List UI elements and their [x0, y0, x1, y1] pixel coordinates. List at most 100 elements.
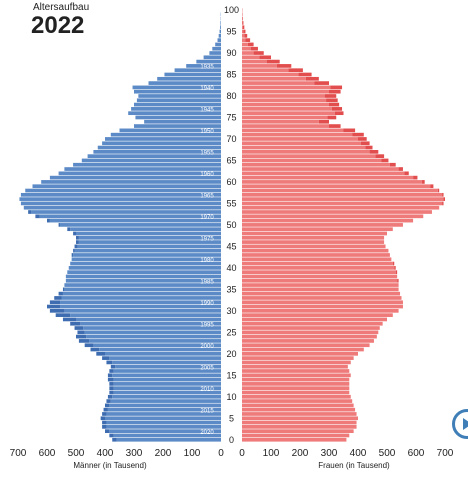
- age-tick-label: 70: [226, 134, 236, 144]
- bar-female: [242, 29, 244, 34]
- bar-female-surplus: [360, 141, 370, 146]
- bar-male: [157, 76, 221, 81]
- bar-female: [242, 420, 357, 425]
- bar-male-surplus: [74, 326, 84, 330]
- bar-male-surplus: [78, 339, 90, 343]
- bar-female: [242, 145, 366, 150]
- bar-male: [93, 343, 221, 348]
- x-tick-label: 300: [126, 448, 143, 459]
- bar-male-surplus: [74, 244, 78, 249]
- bar-male: [109, 429, 221, 434]
- bar-female: [242, 300, 403, 305]
- bar-male: [217, 38, 221, 42]
- bar-male: [60, 304, 221, 309]
- bar-female: [242, 167, 399, 171]
- bar-female: [242, 399, 353, 403]
- bar-male-surplus: [107, 377, 114, 382]
- bar-female: [242, 347, 364, 352]
- bar-male: [112, 373, 221, 378]
- bar-female-surplus: [245, 38, 251, 42]
- bar-male-surplus: [106, 360, 113, 365]
- bar-male: [64, 167, 222, 171]
- bar-female: [242, 42, 248, 47]
- bar-female: [242, 416, 358, 421]
- bar-female: [242, 369, 350, 373]
- bar-female-surplus: [334, 111, 344, 116]
- bar-male: [41, 180, 222, 184]
- bar-female: [242, 240, 385, 244]
- bar-male: [107, 407, 221, 412]
- chart-subtitle: Altersaufbau: [33, 2, 90, 13]
- bar-male: [106, 420, 221, 425]
- birth-year-label: 1970: [200, 215, 214, 221]
- bar-male-surplus: [105, 429, 110, 434]
- bar-female-surplus: [331, 107, 343, 111]
- bar-female: [242, 373, 351, 378]
- bar-male: [131, 107, 221, 111]
- bar-male: [113, 386, 221, 391]
- bar-male: [25, 188, 221, 193]
- bar-male-surplus: [49, 308, 65, 313]
- bar-female: [242, 356, 354, 360]
- bar-female-surplus: [394, 266, 396, 270]
- bar-male: [113, 377, 221, 382]
- bar-male-surplus: [106, 399, 111, 403]
- bar-female: [242, 128, 344, 133]
- bar-female: [242, 132, 353, 137]
- bar-female: [242, 21, 243, 25]
- bar-male: [112, 394, 221, 399]
- bar-male: [58, 171, 221, 176]
- bar-female-surplus: [421, 180, 425, 184]
- bar-female: [242, 188, 438, 193]
- bar-male-surplus: [54, 296, 62, 300]
- bar-male: [105, 137, 221, 141]
- bar-female: [242, 46, 251, 51]
- bar-male: [70, 227, 221, 232]
- bar-male: [39, 214, 221, 219]
- bar-female: [242, 313, 393, 317]
- bar-female: [242, 343, 370, 348]
- bar-female: [242, 175, 414, 180]
- age-tick-label: 35: [226, 284, 236, 294]
- bar-female: [242, 244, 386, 249]
- bar-male: [99, 347, 221, 352]
- female-bars: [242, 8, 445, 442]
- birth-year-label: 2005: [200, 365, 214, 371]
- bar-female: [242, 214, 424, 219]
- play-button[interactable]: [452, 409, 468, 439]
- x-axis-label-women: Frauen (in Tausend): [318, 461, 390, 470]
- bar-male-surplus: [109, 386, 114, 391]
- bar-male: [19, 197, 222, 201]
- birth-year-label: 1990: [200, 301, 214, 307]
- x-tick-label: 300: [321, 448, 338, 459]
- bar-female: [242, 304, 403, 309]
- bar-male: [134, 124, 221, 128]
- bar-male-surplus: [110, 364, 116, 369]
- bar-female-surplus: [244, 33, 248, 38]
- x-tick-label: 700: [437, 448, 454, 459]
- bar-female-surplus: [365, 145, 373, 150]
- bar-male: [86, 334, 222, 339]
- bar-female: [242, 334, 377, 339]
- bar-male-surplus: [73, 248, 75, 253]
- bar-female: [242, 321, 383, 326]
- bar-female: [242, 72, 299, 77]
- x-axis-label-men: Männer (in Tausend): [73, 461, 147, 470]
- bar-female: [242, 403, 354, 408]
- birth-year-label: 1960: [200, 172, 214, 178]
- bar-female: [242, 115, 328, 120]
- x-tick-label: 200: [292, 448, 309, 459]
- bar-female: [242, 261, 393, 266]
- age-tick-label: 45: [226, 241, 236, 251]
- bar-male: [87, 154, 221, 158]
- bar-female-surplus: [288, 68, 303, 73]
- age-tick-label: 20: [226, 349, 236, 359]
- bar-female: [242, 119, 319, 124]
- age-axis: 0 5 10 15 20 25 30 35 40 45 50 55 60 65 70 75 80 85 90 95 10…: [224, 5, 239, 445]
- x-tick-label: 600: [408, 448, 425, 459]
- bar-male: [73, 253, 221, 257]
- bar-female-surplus: [242, 16, 243, 21]
- bar-male-surplus: [112, 437, 117, 442]
- bar-male-surplus: [102, 412, 107, 416]
- bar-male: [68, 266, 221, 270]
